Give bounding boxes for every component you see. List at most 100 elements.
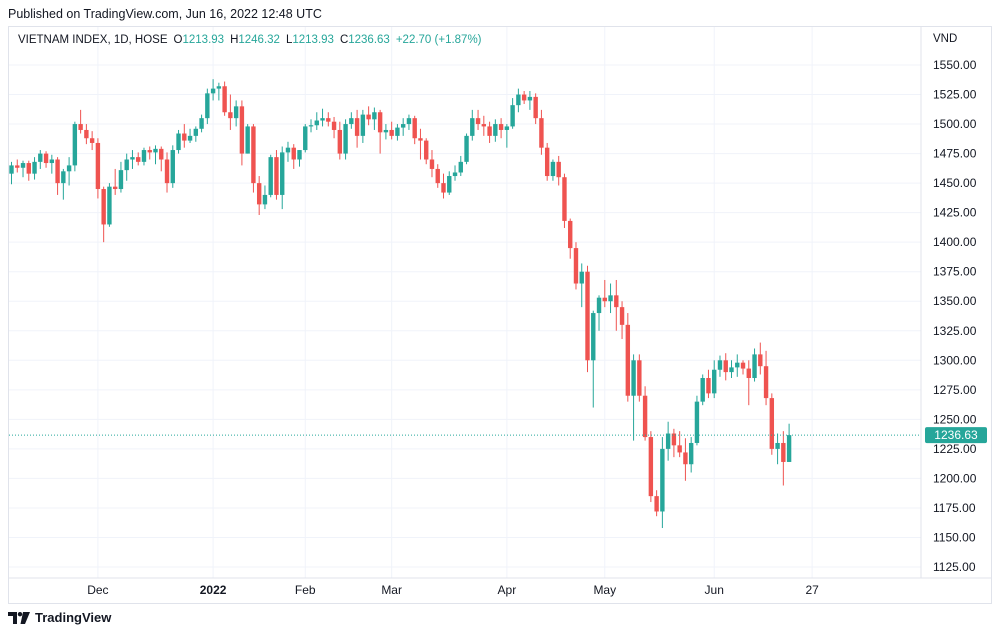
- candle: [625, 313, 631, 402]
- candle: [153, 145, 158, 165]
- candle: [700, 374, 705, 406]
- last-price-badge: [925, 427, 987, 444]
- candle: [487, 121, 492, 143]
- footer-branding[interactable]: TradingView: [8, 610, 111, 625]
- candle-body: [9, 165, 14, 174]
- candle: [187, 128, 193, 143]
- candle: [320, 108, 325, 127]
- candle: [26, 160, 31, 181]
- candle: [112, 168, 118, 195]
- candle-body: [642, 395, 648, 438]
- candle-body: [493, 124, 498, 136]
- candle-body: [418, 138, 423, 141]
- candle-body: [573, 248, 579, 284]
- candle: [735, 354, 740, 377]
- candle-body: [372, 112, 377, 120]
- candle: [366, 106, 371, 126]
- candle: [781, 431, 786, 486]
- candle: [193, 126, 199, 142]
- candle: [262, 185, 268, 210]
- y-tick-label: 1275.00: [933, 383, 977, 397]
- candle-body: [769, 398, 775, 449]
- candle: [504, 124, 510, 148]
- candle: [429, 150, 435, 178]
- candle-body: [665, 433, 671, 449]
- candle: [729, 360, 734, 379]
- candle-body: [308, 125, 314, 127]
- candle-body: [89, 138, 95, 143]
- candle-body: [170, 150, 175, 184]
- chart-frame: [8, 26, 992, 604]
- candle: [372, 107, 377, 130]
- candle-body: [470, 118, 475, 136]
- candle-body: [15, 165, 20, 168]
- candle: [210, 79, 216, 101]
- y-tick-label: 1225.00: [933, 442, 977, 456]
- candle-body: [424, 140, 429, 160]
- candle-body: [544, 147, 550, 177]
- candle: [343, 119, 348, 160]
- candle-body: [786, 435, 792, 462]
- candle: [510, 98, 515, 129]
- candle-body: [222, 86, 227, 113]
- y-tick-label: 1475.00: [933, 147, 977, 161]
- open-label: O: [173, 34, 183, 46]
- candle-body: [377, 112, 383, 133]
- candle: [136, 152, 141, 166]
- candle-body: [383, 129, 389, 133]
- candle-body: [153, 148, 158, 153]
- candle: [95, 138, 101, 199]
- candle-body: [193, 128, 199, 136]
- candle: [642, 386, 648, 441]
- candle-body: [32, 161, 37, 174]
- candle-body: [285, 147, 291, 153]
- candle: [568, 218, 573, 259]
- candle: [712, 360, 717, 399]
- candle-body: [20, 163, 26, 168]
- candle-body: [320, 118, 325, 121]
- candle-body: [706, 378, 711, 394]
- candle-body: [579, 271, 584, 284]
- candle: [608, 283, 613, 314]
- candle-body: [602, 297, 607, 302]
- y-tick-label: 1525.00: [933, 88, 977, 102]
- y-tick-label: 1375.00: [933, 265, 977, 279]
- candle: [544, 142, 550, 181]
- candle: [400, 118, 406, 136]
- candle-body: [389, 129, 394, 136]
- candle: [660, 437, 665, 529]
- candle-body: [343, 124, 348, 154]
- candle: [326, 112, 331, 127]
- x-tick-label: Apr: [498, 583, 517, 597]
- candle: [556, 155, 561, 186]
- candle-body: [43, 153, 49, 164]
- candle: [671, 428, 677, 458]
- candle: [182, 124, 187, 148]
- candle: [268, 154, 273, 198]
- candle-body: [233, 106, 239, 119]
- tradingview-brand: TradingView: [35, 610, 112, 625]
- high-label: H: [230, 34, 239, 46]
- candle: [424, 138, 429, 165]
- candle-body: [447, 176, 452, 193]
- candle: [637, 354, 642, 402]
- candle: [464, 133, 469, 165]
- candle-body: [164, 159, 170, 184]
- candle-body: [533, 96, 538, 119]
- candle-body: [406, 118, 412, 125]
- candle-body: [556, 161, 561, 178]
- candle: [562, 173, 567, 229]
- candle: [216, 82, 222, 101]
- x-tick-label: Mar: [381, 583, 402, 597]
- candle-body: [412, 118, 417, 139]
- candle-body: [141, 150, 147, 162]
- candle: [539, 109, 544, 155]
- candle-body: [487, 126, 492, 136]
- candle: [239, 100, 245, 166]
- symbol-label: VIETNAM INDEX, 1D, HOSE: [18, 34, 168, 46]
- candle: [533, 93, 538, 125]
- candle-body: [205, 93, 210, 119]
- candle-body: [608, 295, 613, 302]
- y-tick-label: 1350.00: [933, 294, 977, 308]
